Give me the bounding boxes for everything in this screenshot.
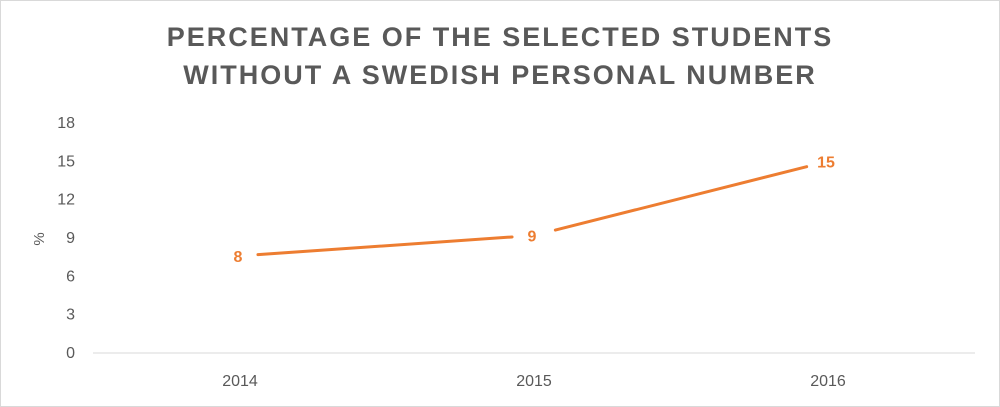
- x-tick-label: 2015: [516, 373, 552, 390]
- series-line-segment: [256, 235, 514, 257]
- chart-title-line-2: WITHOUT A SWEDISH PERSONAL NUMBER: [183, 60, 817, 90]
- y-tick-label: 0: [66, 345, 75, 362]
- y-tick-label: 18: [57, 115, 75, 132]
- data-label: 9: [528, 228, 537, 245]
- y-tick-label: 9: [66, 230, 75, 247]
- data-label: 15: [817, 154, 835, 171]
- y-tick-label: 3: [66, 307, 75, 324]
- y-tick-label: 12: [57, 192, 75, 209]
- y-axis-label: %: [31, 232, 48, 245]
- y-tick-label: 15: [57, 153, 75, 170]
- chart-title-line-1: PERCENTAGE OF THE SELECTED STUDENTS: [166, 22, 834, 52]
- x-tick-label: 2014: [222, 373, 258, 390]
- series-line-segment: [553, 165, 809, 232]
- x-tick-label: 2016: [810, 373, 846, 390]
- y-tick-label: 6: [66, 268, 75, 285]
- data-label: 8: [234, 249, 243, 266]
